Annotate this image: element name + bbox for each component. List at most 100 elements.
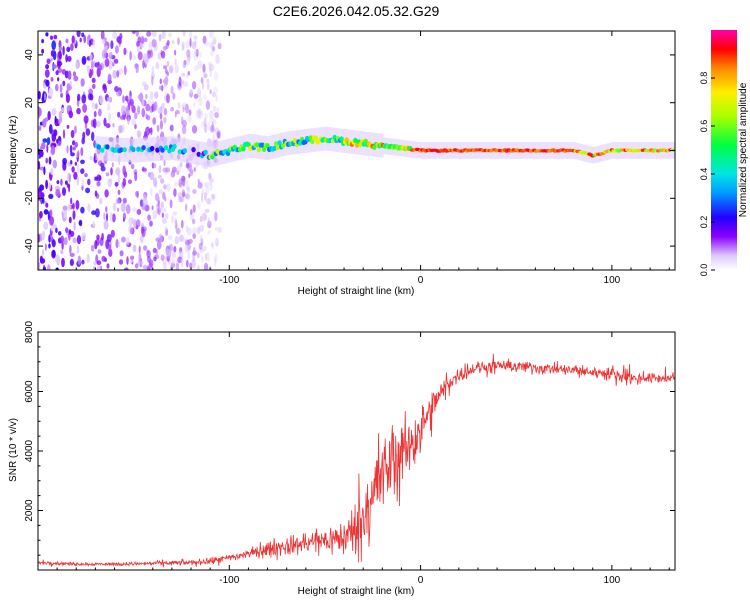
spectrogram-noise-cell bbox=[201, 212, 207, 221]
spectrogram-noise-cell bbox=[87, 203, 91, 213]
spectrogram-ridge-cell bbox=[353, 137, 358, 143]
spectrogram-noise-cell bbox=[45, 157, 48, 164]
spectrogram-noise-cell bbox=[72, 202, 75, 210]
spectrogram-noise-cell bbox=[106, 234, 112, 243]
spectrogram-noise-cell bbox=[117, 189, 121, 195]
spectrogram-noise-cell bbox=[211, 194, 215, 201]
spectrogram-noise-cell bbox=[214, 257, 217, 267]
spectrogram-noise-cell bbox=[48, 243, 51, 249]
spectrogram-noise-cell bbox=[130, 163, 135, 170]
spectrogram-noise-cell bbox=[49, 209, 53, 217]
spectrogram-noise-cell bbox=[143, 245, 148, 251]
spectrogram-noise-cell bbox=[169, 65, 174, 74]
spectrogram-noise-cell bbox=[41, 142, 46, 150]
spectrogram-noise-cell bbox=[68, 110, 74, 119]
spectrogram-noise-cell bbox=[200, 77, 204, 84]
spectrogram-noise-cell bbox=[169, 124, 174, 132]
spectrogram-noise-cell bbox=[142, 59, 145, 69]
spectrogram-noise-cell bbox=[202, 81, 204, 90]
spectrogram-noise-cell bbox=[199, 224, 205, 232]
spectrogram-noise-cell bbox=[51, 239, 56, 248]
spectrogram-noise-cell bbox=[85, 128, 91, 136]
spectrogram-noise-cell bbox=[196, 226, 201, 235]
spectrogram-noise-cell bbox=[39, 255, 44, 264]
spectrogram-noise-cell bbox=[173, 182, 179, 187]
spectrogram-noise-cell bbox=[185, 40, 189, 49]
spectrogram-noise-cell bbox=[66, 82, 71, 92]
spectrogram-noise-cell bbox=[138, 252, 142, 262]
spectrogram-noise-cell bbox=[197, 60, 203, 70]
spectrogram-noise-cell bbox=[95, 208, 100, 218]
spectrogram-noise-cell bbox=[203, 117, 207, 127]
spectrogram-noise-cell bbox=[215, 237, 219, 247]
spectrogram-noise-cell bbox=[112, 123, 115, 128]
spectrogram-noise-cell bbox=[160, 178, 165, 184]
spectrogram-noise-cell bbox=[81, 178, 84, 187]
spectrogram-noise-cell bbox=[106, 96, 112, 102]
spectrogram-noise-cell bbox=[217, 226, 223, 233]
spectrogram-noise-cell bbox=[191, 80, 197, 90]
spectrogram-noise-cell bbox=[177, 102, 181, 109]
spectrogram-noise-cell bbox=[166, 40, 170, 46]
spectrogram-noise-cell bbox=[214, 211, 218, 222]
spectrogram-noise-cell bbox=[158, 189, 164, 195]
spectrogram-noise-cell bbox=[94, 190, 98, 197]
spectrogram-noise-cell bbox=[135, 219, 141, 228]
spectrogram-noise-cell bbox=[191, 259, 196, 269]
colorbar-ticks: 0.0 0.2 0.4 0.6 0.8 bbox=[699, 72, 715, 276]
spectrogram-noise-cell bbox=[92, 39, 96, 47]
spectrogram-noise-cell bbox=[207, 138, 211, 144]
spectrogram-noise-cell bbox=[174, 58, 177, 66]
spectrogram-noise-cell bbox=[198, 51, 202, 59]
spectrogram-halo bbox=[187, 139, 189, 163]
spectrogram-noise-cell bbox=[203, 192, 207, 201]
spectrogram-ridge-cell bbox=[191, 147, 196, 153]
spectrogram-noise-cell bbox=[146, 249, 149, 255]
spectrogram-noise-cell bbox=[153, 177, 157, 188]
colorbar-label: Normalized spectral amplitude bbox=[738, 82, 749, 217]
spectrogram-noise-cell bbox=[179, 161, 183, 168]
spectrogram-noise-cell bbox=[172, 92, 176, 100]
spectrogram-noise-cell bbox=[59, 83, 63, 94]
spectrogram-noise-cell bbox=[41, 48, 44, 54]
spectrogram-noise-cell bbox=[152, 210, 157, 220]
spectrogram-noise-cell bbox=[101, 255, 106, 262]
spectrogram-noise-cell bbox=[80, 159, 85, 164]
spectrogram-noise-cell bbox=[94, 103, 98, 110]
spectrogram-noise-cell bbox=[206, 79, 210, 88]
spectrogram-noise-cell bbox=[78, 220, 83, 226]
spectrogram-halo bbox=[153, 137, 156, 162]
spectrogram-noise-cell bbox=[201, 255, 204, 263]
spectrogram-noise-cell bbox=[101, 49, 107, 59]
spectrogram-noise-cell bbox=[81, 58, 87, 65]
spectrogram-noise-cell bbox=[209, 125, 215, 133]
spectrogram-noise-cell bbox=[142, 197, 148, 207]
spectrogram-ridge-cell bbox=[241, 146, 246, 152]
spectrogram-ridge-cell bbox=[167, 148, 172, 154]
spectrogram-noise-cell bbox=[163, 159, 166, 167]
colorbar: 0.0 0.2 0.4 0.6 0.8 Normalized spectral ampl… bbox=[699, 30, 749, 276]
spectrogram-noise-cell bbox=[130, 255, 135, 260]
spectrogram-noise-cell bbox=[182, 31, 186, 37]
spectrogram-noise-cell bbox=[189, 89, 193, 94]
spectrogram-noise-cell bbox=[181, 219, 184, 229]
spectrogram-noise-cell bbox=[160, 50, 166, 59]
spectrogram-noise-cell bbox=[164, 226, 168, 231]
spectrogram-noise-cell bbox=[209, 41, 215, 50]
spectrogram-noise-cell bbox=[112, 69, 118, 79]
spectrogram-noise-cell bbox=[160, 201, 165, 209]
spectrogram-noise-cell bbox=[75, 61, 79, 70]
spectrogram-noise-cell bbox=[39, 211, 43, 219]
spectrogram-noise-cell bbox=[145, 103, 150, 112]
spectrogram-noise-cell bbox=[48, 156, 52, 165]
spectrogram-noise-cell bbox=[52, 64, 58, 69]
spectrogram-noise-cell bbox=[66, 46, 71, 52]
spectrogram-noise-cell bbox=[210, 49, 214, 57]
spectrogram-noise-cell bbox=[123, 65, 127, 76]
spectrogram-noise-cell bbox=[60, 178, 63, 186]
spectrogram-noise-cell bbox=[118, 68, 123, 75]
spectrogram-noise-cell bbox=[148, 172, 151, 178]
spectrogram-noise-cell bbox=[76, 245, 80, 255]
spectrogram-noise-cell bbox=[216, 107, 220, 113]
spectrogram-noise-cell bbox=[40, 192, 45, 199]
